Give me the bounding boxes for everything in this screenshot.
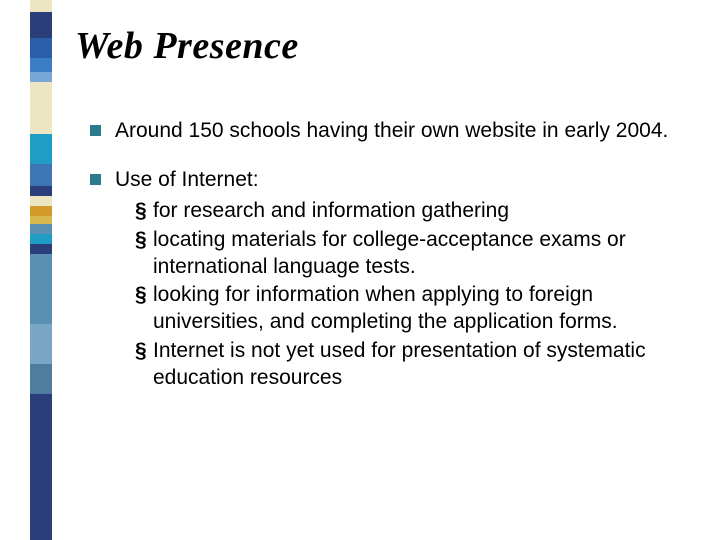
sub-item-text: Internet is not yet used for presentatio… [153, 338, 680, 392]
sidebar-segment [30, 324, 52, 364]
slide-body: Around 150 schools having their own webs… [90, 118, 680, 416]
sidebar-segment [30, 38, 52, 58]
bullet-marker-icon [90, 174, 101, 185]
bullet-item: Around 150 schools having their own webs… [90, 118, 680, 145]
bullet-item: Use of Internet:§for research and inform… [90, 167, 680, 394]
sidebar-segment [30, 134, 52, 164]
sidebar-segment [30, 164, 52, 186]
bullet-marker-icon [90, 125, 101, 136]
sub-item: §looking for information when applying t… [135, 282, 680, 336]
bullet-main-text: Around 150 schools having their own webs… [115, 118, 680, 145]
sidebar-segment [30, 254, 52, 324]
sidebar-segment [30, 186, 52, 196]
sidebar-segment [30, 216, 52, 224]
sub-bullet-marker: § [135, 198, 153, 225]
sidebar-segment [30, 72, 52, 82]
sidebar-segment [30, 58, 52, 72]
decorative-sidebar [30, 0, 52, 540]
sidebar-segment [30, 244, 52, 254]
sub-list: §for research and information gathering§… [135, 198, 680, 392]
bullet-text: Around 150 schools having their own webs… [115, 118, 680, 145]
sidebar-segment [30, 364, 52, 394]
sub-item-text: looking for information when applying to… [153, 282, 680, 336]
sub-bullet-marker: § [135, 227, 153, 254]
sub-bullet-marker: § [135, 338, 153, 365]
sidebar-segment [30, 82, 52, 134]
sub-item: §locating materials for college-acceptan… [135, 227, 680, 281]
sidebar-segment [30, 394, 52, 540]
slide-title: Web Presence [75, 24, 299, 68]
bullet-text: Use of Internet:§for research and inform… [115, 167, 680, 394]
sub-bullet-marker: § [135, 282, 153, 309]
sidebar-segment [30, 234, 52, 244]
sub-item-text: locating materials for college-acceptanc… [153, 227, 680, 281]
sidebar-segment [30, 224, 52, 234]
bullet-main-text: Use of Internet: [115, 167, 680, 194]
sidebar-segment [30, 206, 52, 216]
sidebar-segment [30, 12, 52, 38]
sub-item-text: for research and information gathering [153, 198, 680, 225]
sub-item: §for research and information gathering [135, 198, 680, 225]
slide: Web Presence Around 150 schools having t… [0, 0, 720, 540]
sub-item: §Internet is not yet used for presentati… [135, 338, 680, 392]
sidebar-segment [30, 0, 52, 12]
sidebar-segment [30, 196, 52, 206]
